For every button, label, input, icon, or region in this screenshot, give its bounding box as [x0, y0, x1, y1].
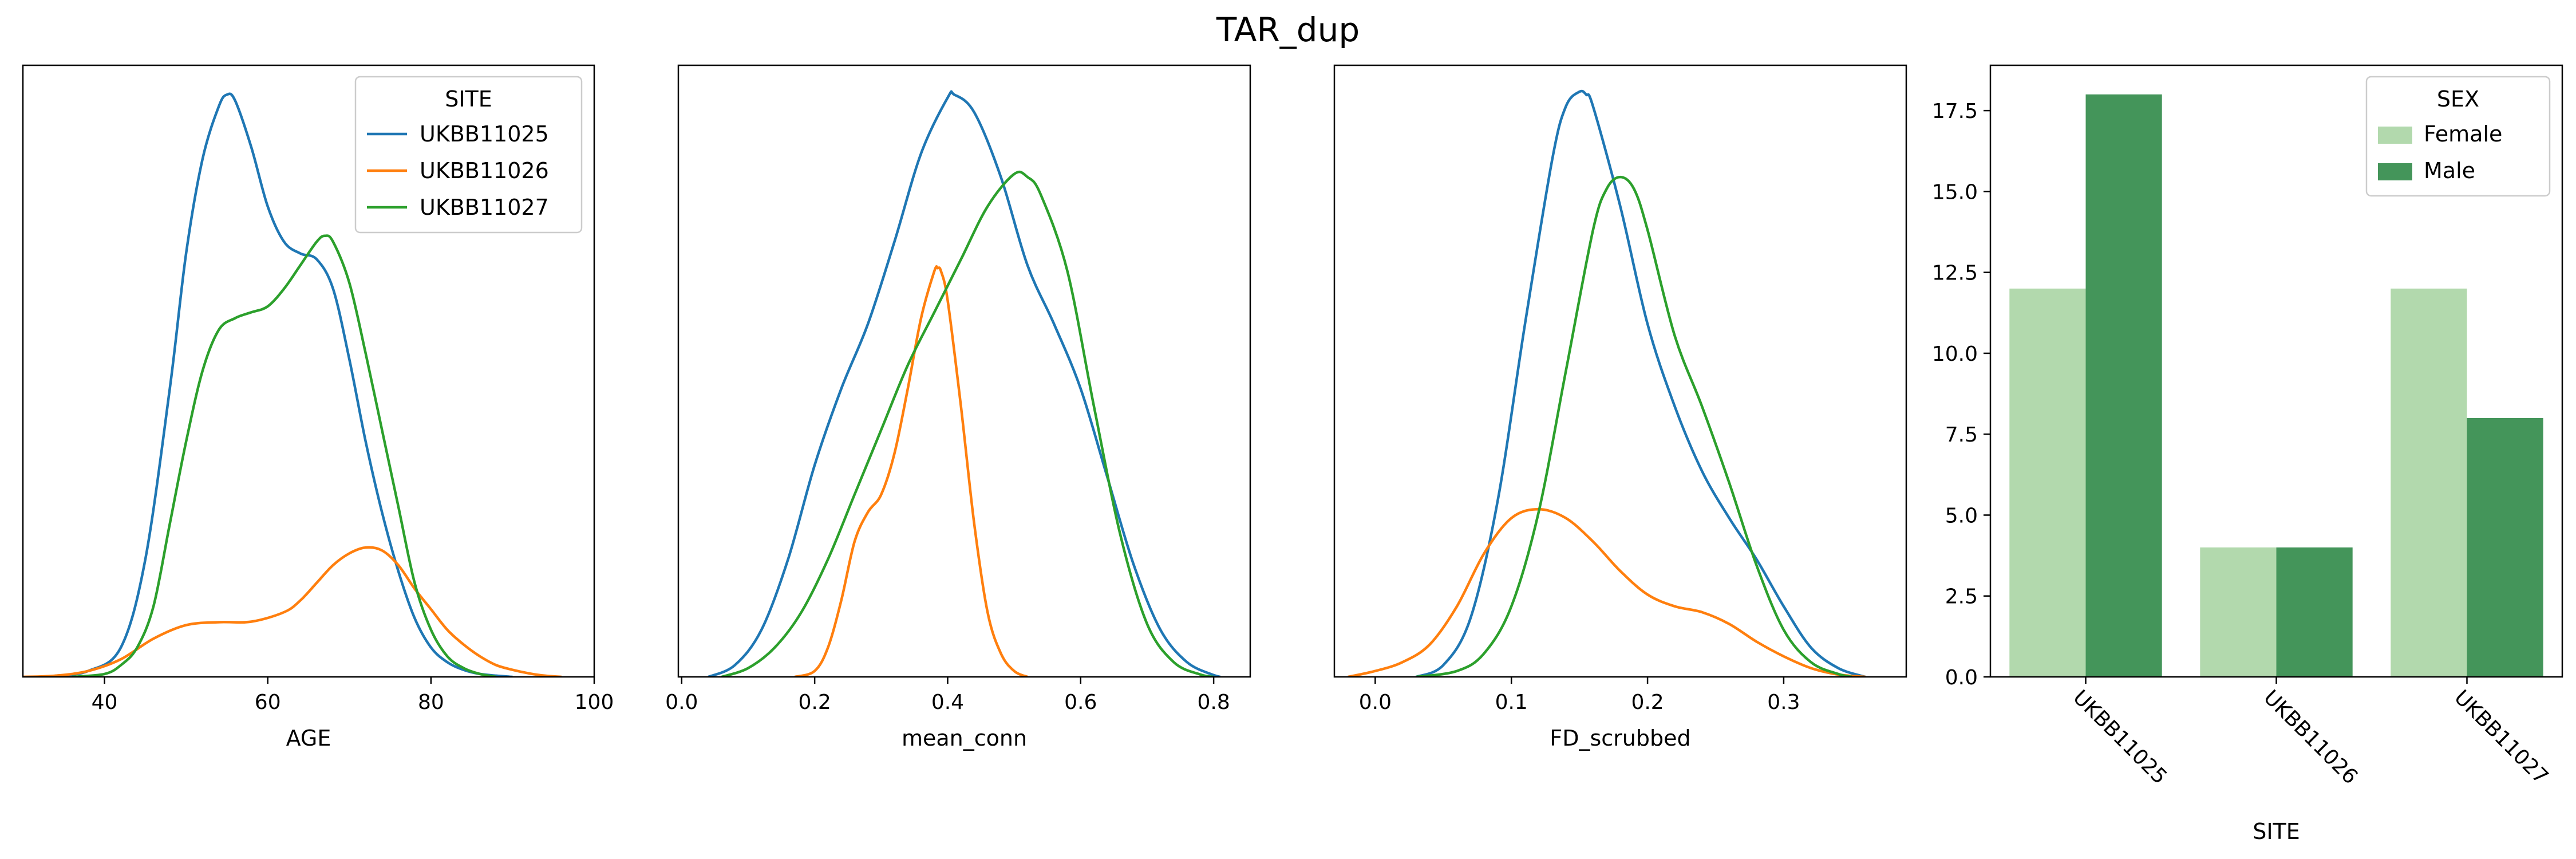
x-tick-label: 60 [255, 691, 281, 714]
panel-4: UKBB11025 UKBB11026 UKBB11027 0.0 2.5 5.0 7.5 1… [1932, 64, 2563, 844]
x-tick-label: 100 [575, 691, 614, 714]
legend-box [354, 76, 583, 234]
x-tick-label: 0.2 [1631, 691, 1664, 714]
kde-line-ukbb11027 [72, 234, 497, 677]
panel-1: 40 60 80 100 AGE SITE UKBB11025 UKBB11026 UKBB11… [22, 64, 614, 751]
x-tick-label: 0.8 [1197, 691, 1230, 714]
bar-female-ukbb11027 [2391, 288, 2467, 677]
x-tick-label: 0.1 [1495, 691, 1528, 714]
legend-label-ukbb11026: UKBB11026 [420, 158, 549, 183]
legend-title: SITE [445, 86, 492, 112]
y-tick-label: 7.5 [1945, 423, 1978, 447]
x-tick-label: 0.0 [1359, 691, 1392, 714]
panel-3: 0.0 0.1 0.2 0.3 FD_scrubbed [1333, 64, 1907, 751]
x-tick-label: 0.4 [931, 691, 964, 714]
figure-title: TAR_dup [1216, 10, 1360, 49]
legend-label-ukbb11027: UKBB11027 [420, 195, 549, 220]
y-tick-label: 15.0 [1932, 180, 1978, 204]
x-axis-label: SITE [2253, 819, 2300, 844]
bar-female-ukbb11025 [2009, 288, 2086, 677]
kde-line-ukbb11025 [708, 90, 1221, 677]
kde-line-ukbb11025 [55, 92, 513, 677]
bar-female-ukbb11026 [2200, 547, 2277, 677]
x-tick-label: UKBB11025 [2068, 685, 2171, 789]
x-axis-label: FD_scrubbed [1550, 726, 1690, 751]
x-tick-label: 0.6 [1064, 691, 1097, 714]
bar-male-ukbb11027 [2467, 417, 2543, 677]
legend-swatch-female [2378, 127, 2412, 144]
kde-line-ukbb11027 [1416, 175, 1852, 677]
x-tick-label: 0.3 [1767, 691, 1800, 714]
x-tick-label: UKBB11026 [2259, 685, 2362, 789]
legend-label-female: Female [2424, 121, 2502, 147]
legend-label-male: Male [2424, 158, 2475, 183]
kde-line-ukbb11027 [721, 171, 1214, 677]
bar-male-ukbb11025 [2085, 94, 2162, 677]
axes-frame [22, 64, 595, 678]
kde-line-ukbb11026 [1348, 508, 1866, 677]
y-tick-label: 5.0 [1945, 504, 1978, 527]
legend-swatch-male [2378, 163, 2412, 180]
y-tick-label: 17.5 [1932, 100, 1978, 123]
y-tick-label: 10.0 [1932, 342, 1978, 366]
axes-frame [1989, 64, 2563, 678]
panel-2: 0.0 0.2 0.4 0.6 0.8 mean_conn [665, 64, 1251, 751]
x-tick-label: 40 [92, 691, 118, 714]
kde-line-ukbb11026 [794, 265, 1028, 677]
legend: SITE UKBB11025 UKBB11026 UKBB11027 [354, 76, 583, 234]
x-axis-label: mean_conn [902, 726, 1027, 751]
axes-frame [677, 64, 1251, 678]
x-tick-label: 0.0 [665, 691, 698, 714]
legend-title: SEX [2437, 86, 2479, 112]
kde-line-ukbb11025 [1415, 89, 1866, 677]
y-tick-label: 12.5 [1932, 262, 1978, 285]
x-tick-label: 80 [418, 691, 444, 714]
x-axis-label: AGE [286, 726, 331, 751]
y-tick-label: 2.5 [1945, 585, 1978, 609]
bar-male-ukbb11026 [2276, 547, 2353, 677]
x-tick-label: 0.2 [799, 691, 831, 714]
legend-label-ukbb11025: UKBB11025 [420, 121, 549, 147]
y-tick-label: 0.0 [1945, 666, 1978, 689]
kde-line-ukbb11026 [23, 546, 562, 677]
axes-frame [1333, 64, 1907, 678]
x-tick-label: UKBB11027 [2449, 685, 2553, 789]
legend: SEX Female Male [2365, 76, 2551, 197]
